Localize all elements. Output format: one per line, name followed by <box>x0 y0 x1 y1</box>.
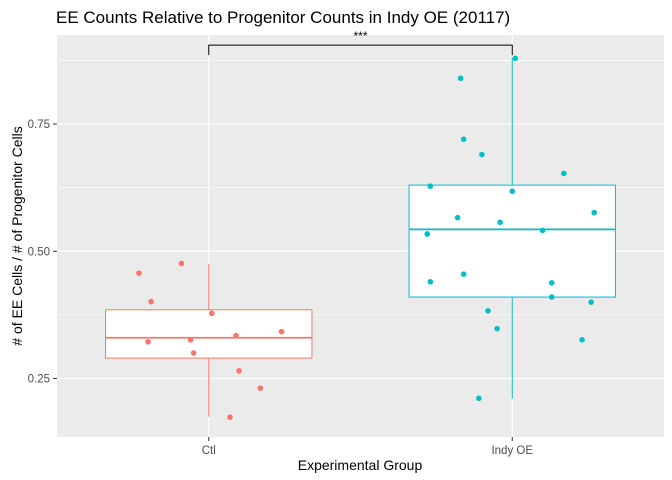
data-points <box>136 55 597 420</box>
y-axis-title: # of EE Cells / # of Progenitor Cells <box>9 126 25 345</box>
data-point <box>454 214 461 221</box>
data-point <box>548 294 555 300</box>
boxes <box>105 57 616 417</box>
data-point <box>208 310 215 317</box>
data-point <box>233 332 239 339</box>
data-point <box>497 219 503 226</box>
data-point <box>278 328 285 335</box>
significance-bracket: *** <box>208 29 513 56</box>
data-point <box>479 151 485 158</box>
box-indy-oe <box>408 57 616 399</box>
box-iqr <box>408 184 616 298</box>
y-axis-ticks: 0.25 0.50 0.75 <box>28 119 57 385</box>
data-point <box>588 299 594 305</box>
significance-bracket-line <box>208 44 513 56</box>
x-axis-title: Experimental Group <box>298 457 423 473</box>
data-point <box>145 339 151 345</box>
data-point <box>148 298 154 305</box>
data-point <box>579 337 585 343</box>
data-point <box>509 188 516 195</box>
y-tick-label: 0.50 <box>28 246 50 258</box>
data-point <box>187 337 194 343</box>
data-point <box>424 231 431 237</box>
data-point <box>136 270 142 276</box>
data-point <box>494 325 500 332</box>
data-point <box>178 260 185 267</box>
data-point <box>427 278 434 285</box>
data-point <box>427 183 434 189</box>
data-point <box>476 395 482 402</box>
x-axis-ticks: Ctl Indy OE <box>202 437 533 457</box>
data-point <box>190 350 197 356</box>
data-point <box>539 227 546 234</box>
box-iqr <box>105 309 313 359</box>
data-point <box>512 55 519 62</box>
data-point <box>485 308 491 314</box>
data-point <box>591 209 597 216</box>
data-point <box>561 170 567 177</box>
y-tick-label: 0.25 <box>28 373 50 385</box>
x-tick-label: Indy OE <box>491 445 533 457</box>
data-point <box>257 385 264 391</box>
data-point <box>460 271 467 277</box>
y-tick-label: 0.75 <box>28 119 50 131</box>
data-point <box>460 136 467 143</box>
data-point <box>236 368 242 374</box>
data-point <box>227 414 233 420</box>
chart-title: EE Counts Relative to Progenitor Counts … <box>56 8 510 27</box>
data-point <box>548 280 555 286</box>
significance-label: *** <box>353 29 367 43</box>
data-point <box>457 75 464 82</box>
box-ctl <box>105 263 313 417</box>
x-tick-label: Ctl <box>202 445 216 457</box>
